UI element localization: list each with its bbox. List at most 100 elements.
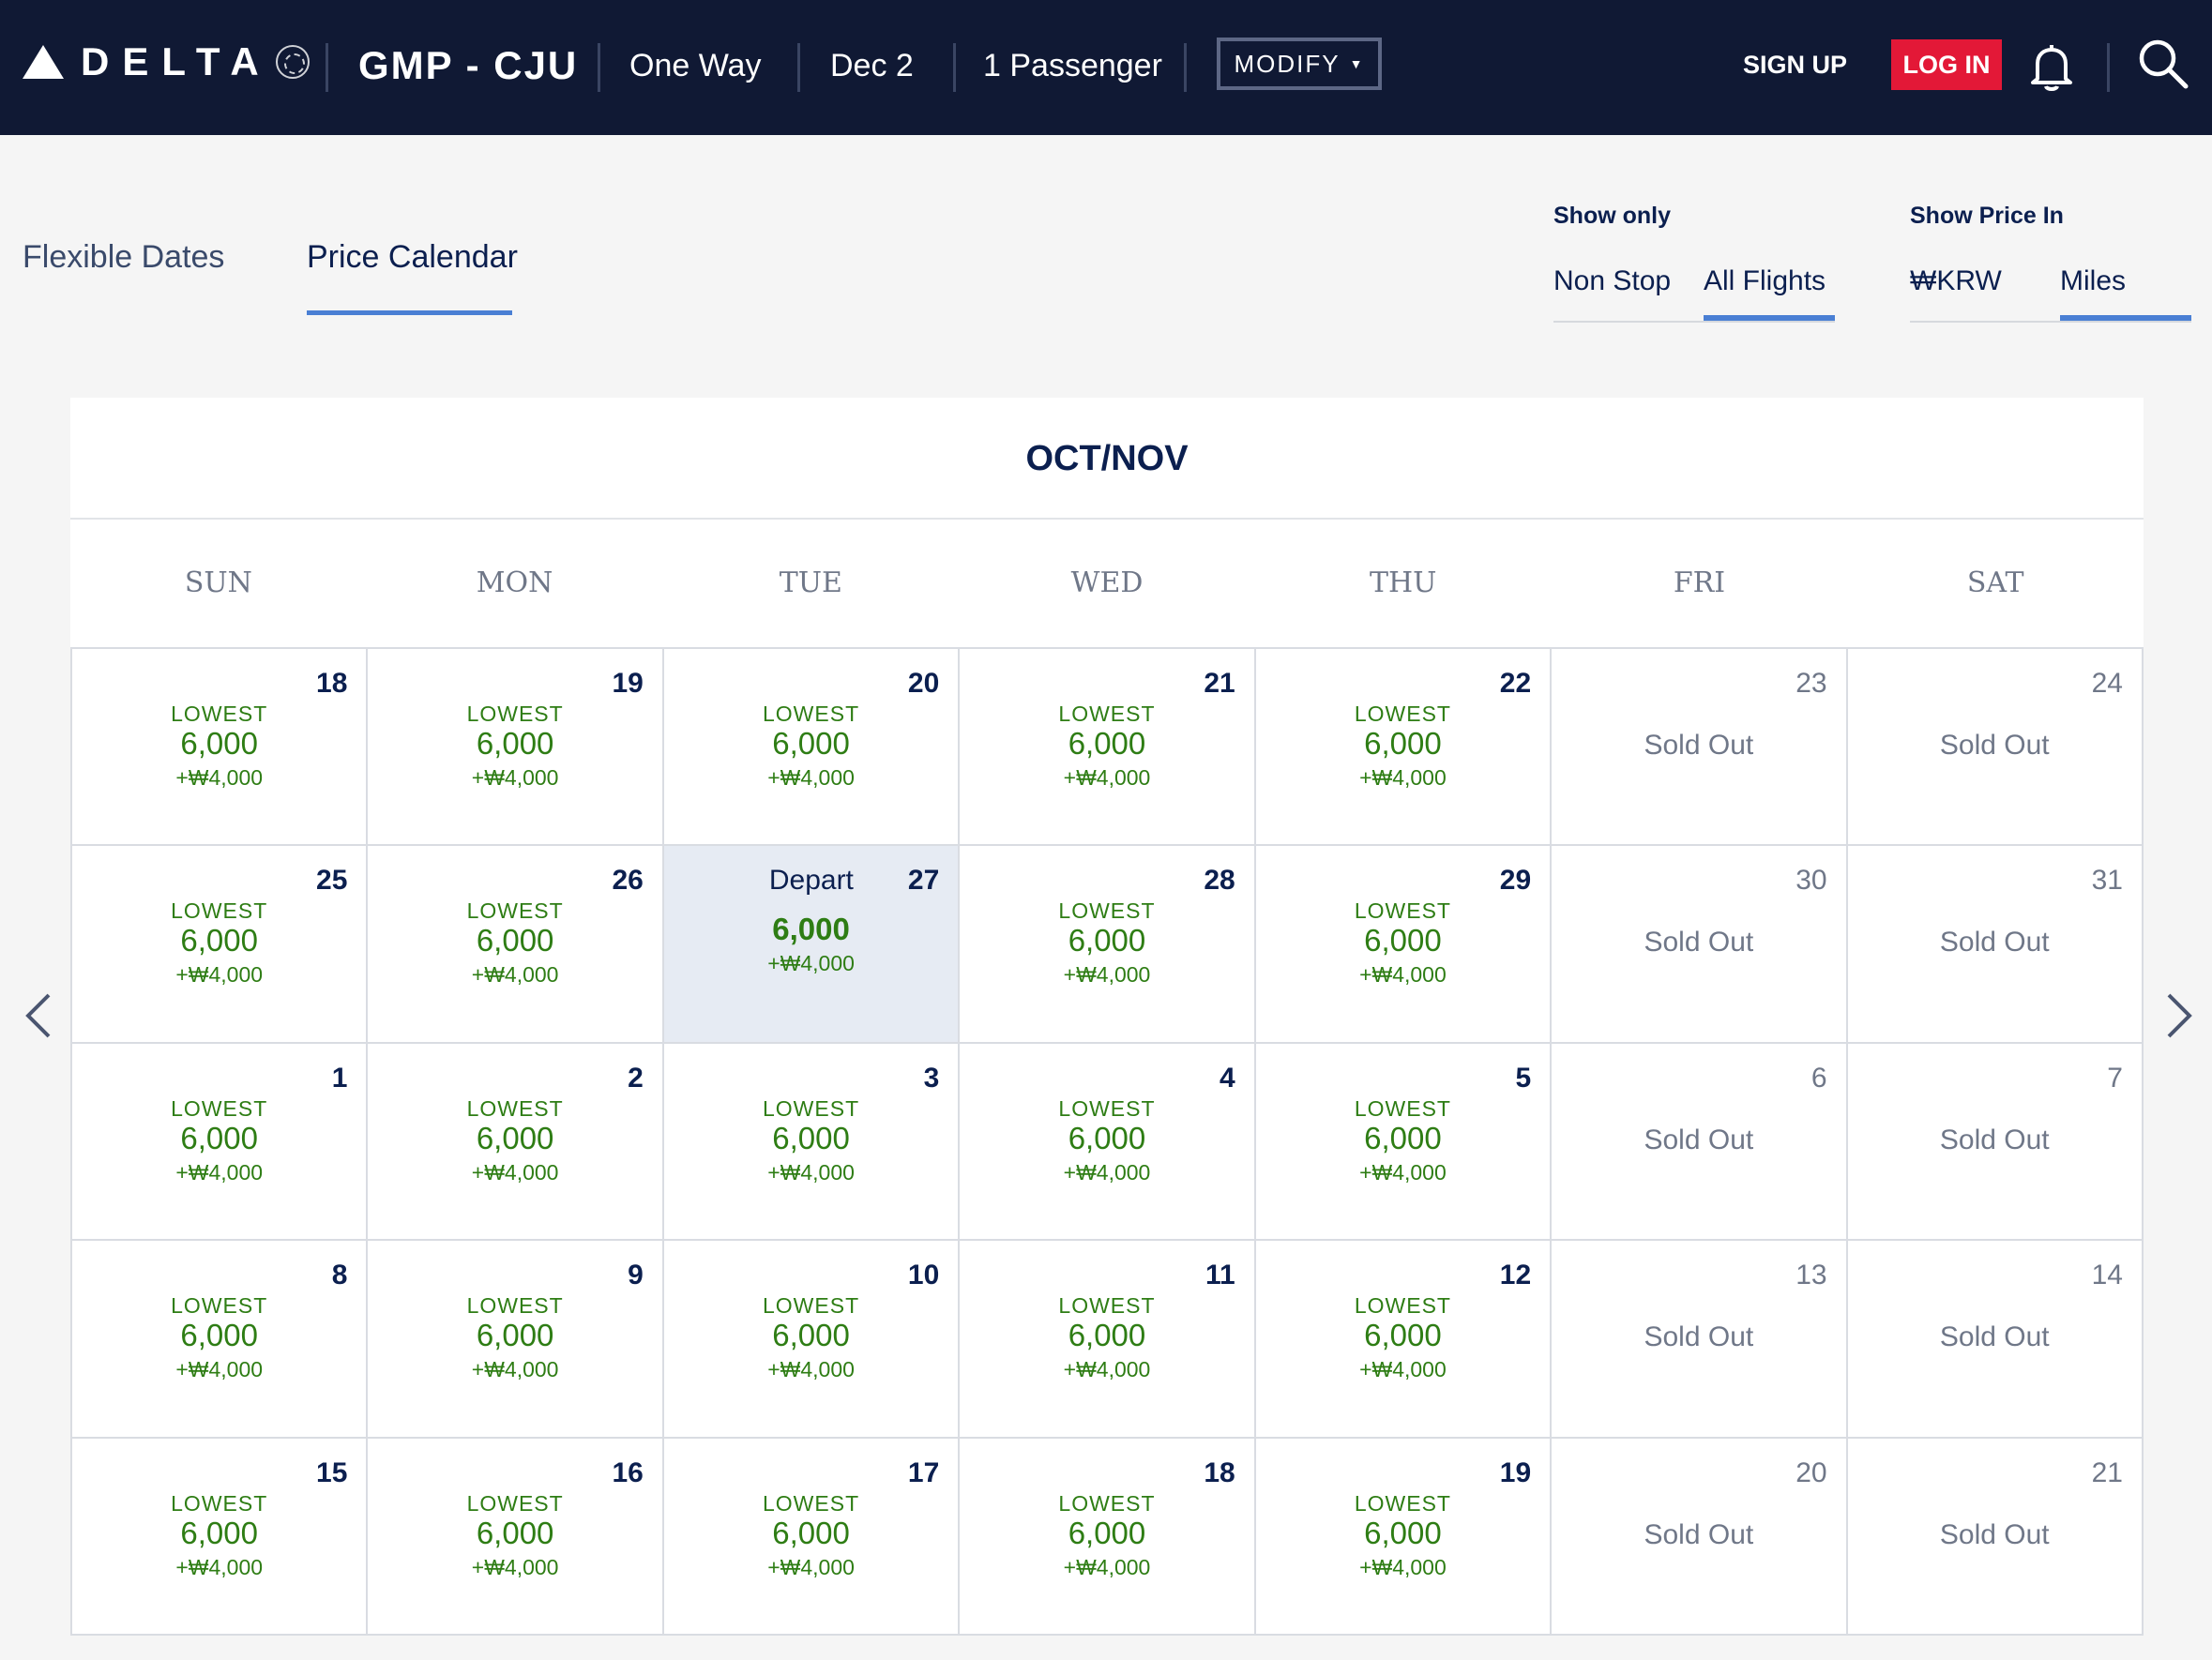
weekday-label: SUN [184,566,252,599]
weekday-label: FRI [1673,566,1726,599]
miles-price: 6,000 [1068,726,1146,761]
day-number: 1 [331,1062,348,1094]
day-number: 11 [1204,1260,1235,1291]
day-number: 7 [2107,1062,2123,1094]
filter-all-flights[interactable]: All Flights [1704,265,1826,296]
calendar-day-selected[interactable]: 27 Depart 6,000 +₩4,000 [663,846,961,1044]
miles-price: 6,000 [772,912,850,947]
sold-out-label: Sold Out [1644,1321,1754,1353]
filter-divider [1553,321,1835,323]
calendar-day-sold-out: 21 Sold Out [1847,1438,2144,1636]
calendar-day[interactable]: 2 LOWEST 6,000 +₩4,000 [368,1043,664,1242]
lowest-label: LOWEST [466,702,564,726]
calendar-day[interactable]: 26 LOWEST 6,000 +₩4,000 [368,846,664,1044]
selected-filter-indicator [1704,315,1835,321]
calendar-day[interactable]: 18 LOWEST 6,000 +₩4,000 [72,649,369,847]
calendar-day[interactable]: 12 LOWEST 6,000 +₩4,000 [1255,1241,1553,1439]
tax-fee: +₩4,000 [767,765,855,790]
sold-out-label: Sold Out [1644,730,1754,761]
tax-fee: +₩4,000 [1359,765,1447,790]
lowest-label: LOWEST [1354,1293,1451,1319]
divider [598,43,600,92]
date-label[interactable]: Dec 2 [830,48,914,83]
miles-price: 6,000 [1364,923,1442,958]
calendar-day[interactable]: 1 LOWEST 6,000 +₩4,000 [72,1043,369,1242]
lowest-label: LOWEST [1058,702,1156,726]
calendar-day[interactable]: 22 LOWEST 6,000 +₩4,000 [1255,649,1553,847]
calendar-day[interactable]: 8 LOWEST 6,000 +₩4,000 [72,1241,369,1439]
calendar-day[interactable]: 21 LOWEST 6,000 +₩4,000 [960,649,1256,847]
tab-flexible-dates[interactable]: Flexible Dates [23,239,225,275]
day-number: 30 [1795,865,1827,897]
calendar-day[interactable]: 29 LOWEST 6,000 +₩4,000 [1255,846,1553,1044]
tax-fee: +₩4,000 [175,1159,264,1185]
day-number: 13 [1795,1260,1827,1291]
calendar-day[interactable]: 3 LOWEST 6,000 +₩4,000 [663,1043,961,1242]
miles-price: 6,000 [476,1515,554,1550]
filter-non-stop[interactable]: Non Stop [1553,265,1672,296]
calendar-day[interactable]: 18 LOWEST 6,000 +₩4,000 [960,1438,1256,1636]
calendar-day[interactable]: 10 LOWEST 6,000 +₩4,000 [663,1241,961,1439]
day-number: 9 [628,1260,644,1291]
calendar-day[interactable]: 16 LOWEST 6,000 +₩4,000 [368,1438,664,1636]
weekday-label: SAT [1966,566,2024,599]
chevron-left-icon[interactable] [21,988,58,1044]
delta-logo[interactable]: DELTA [23,39,310,83]
passengers-label[interactable]: 1 Passenger [983,48,1162,83]
day-number: 20 [1795,1456,1827,1488]
price-krw-option[interactable]: ₩KRW [1910,265,2002,296]
calendar-day[interactable]: 11 LOWEST 6,000 +₩4,000 [960,1241,1256,1439]
show-only-title: Show only [1553,203,1671,229]
active-tab-indicator [307,310,512,315]
day-number: 24 [2091,668,2123,699]
trip-type-label[interactable]: One Way [629,48,762,83]
skyteam-icon [275,45,310,79]
calendar-day[interactable]: 20 LOWEST 6,000 +₩4,000 [663,649,961,847]
lowest-label: LOWEST [1354,702,1451,726]
calendar-day[interactable]: 9 LOWEST 6,000 +₩4,000 [368,1241,664,1439]
calendar-day[interactable]: 28 LOWEST 6,000 +₩4,000 [960,846,1256,1044]
sold-out-label: Sold Out [1939,1124,2050,1155]
route-label[interactable]: GMP - CJU [358,43,579,87]
tab-price-calendar[interactable]: Price Calendar [307,239,518,275]
lowest-label: LOWEST [466,1490,564,1516]
modify-button[interactable]: MODIFY ▼ [1217,38,1382,90]
weekday-header: SUN MON TUE WED THU FRI SAT [70,520,2144,647]
calendar-day[interactable]: 5 LOWEST 6,000 +₩4,000 [1255,1043,1553,1242]
lowest-label: LOWEST [171,1095,268,1121]
miles-price: 6,000 [180,1120,258,1155]
chevron-right-icon[interactable] [2159,988,2197,1044]
day-number: 16 [612,1456,644,1488]
tax-fee: +₩4,000 [767,951,855,976]
miles-price: 6,000 [476,923,554,958]
calendar-day-sold-out: 6 Sold Out [1552,1043,1848,1242]
day-number: 8 [331,1260,348,1291]
lowest-label: LOWEST [171,702,268,726]
lowest-label: LOWEST [171,1490,268,1516]
lowest-label: LOWEST [1058,1490,1156,1516]
day-number: 6 [1811,1062,1827,1094]
price-miles-option[interactable]: Miles [2060,265,2127,296]
sold-out-label: Sold Out [1939,1518,2050,1550]
tax-fee: +₩4,000 [471,1357,559,1382]
day-number: 12 [1499,1260,1532,1291]
sign-up-link[interactable]: SIGN UP [1743,51,1848,79]
miles-price: 6,000 [1068,1515,1146,1550]
calendar-day[interactable]: 25 LOWEST 6,000 +₩4,000 [72,846,369,1044]
divider [953,43,956,92]
divider [797,43,800,92]
tax-fee: +₩4,000 [1063,765,1151,790]
calendar-day-sold-out: 20 Sold Out [1552,1438,1848,1636]
bell-icon[interactable] [2028,41,2075,92]
calendar-day[interactable]: 19 LOWEST 6,000 +₩4,000 [368,649,664,847]
calendar-day[interactable]: 15 LOWEST 6,000 +₩4,000 [72,1438,369,1636]
calendar-day[interactable]: 19 LOWEST 6,000 +₩4,000 [1255,1438,1553,1636]
log-in-button[interactable]: LOG IN [1891,39,2002,90]
modify-label: MODIFY [1234,49,1341,78]
search-icon[interactable] [2137,38,2189,90]
calendar-day[interactable]: 4 LOWEST 6,000 +₩4,000 [960,1043,1256,1242]
calendar-day[interactable]: 17 LOWEST 6,000 +₩4,000 [663,1438,961,1636]
tax-fee: +₩4,000 [1063,1554,1151,1579]
day-number: 15 [316,1456,348,1488]
weekday-label: TUE [779,566,842,599]
